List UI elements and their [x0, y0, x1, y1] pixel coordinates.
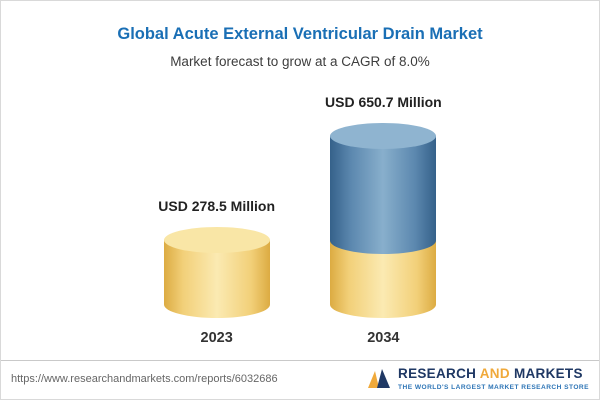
- cylinder-2034-top-ellipse: [330, 122, 437, 149]
- logo-text: RESEARCH AND MARKETS THE WORLD'S LARGEST…: [398, 365, 589, 391]
- logo-wordmark: RESEARCH AND MARKETS: [398, 365, 583, 382]
- value-label-2023: USD 278.5 Million: [158, 197, 275, 214]
- bar-group-2034: USD 650.7 Million 2034: [325, 94, 442, 356]
- footer: https://www.researchandmarkets.com/repor…: [1, 359, 599, 399]
- logo-word-and: AND: [476, 365, 514, 381]
- chart-subtitle: Market forecast to grow at a CAGR of 8.0…: [170, 54, 430, 69]
- cylinder-2034-growth-segment: [330, 122, 437, 254]
- value-label-2034: USD 650.7 Million: [325, 93, 442, 110]
- chart-title: Global Acute External Ventricular Drain …: [117, 25, 483, 43]
- cylinder-2034: [330, 122, 437, 318]
- logo-word-research: RESEARCH: [398, 365, 477, 381]
- chart-header: Global Acute External Ventricular Drain …: [1, 1, 599, 69]
- cylinder-2023-top-ellipse: [163, 226, 270, 253]
- cylinder-2023: [163, 226, 270, 318]
- brand-logo: RESEARCH AND MARKETS THE WORLD'S LARGEST…: [366, 365, 589, 391]
- logo-word-markets: MARKETS: [513, 365, 583, 381]
- plot-area: USD 278.5 Million 2023 USD 650.7 Million…: [1, 69, 599, 360]
- logo-tagline: THE WORLD'S LARGEST MARKET RESEARCH STOR…: [398, 383, 589, 391]
- logo-mark-icon: [368, 368, 391, 388]
- category-label-2034: 2034: [367, 329, 400, 346]
- category-label-2023: 2023: [200, 329, 233, 346]
- report-url: https://www.researchandmarkets.com/repor…: [11, 372, 278, 385]
- bar-group-2023: USD 278.5 Million 2023: [158, 198, 275, 356]
